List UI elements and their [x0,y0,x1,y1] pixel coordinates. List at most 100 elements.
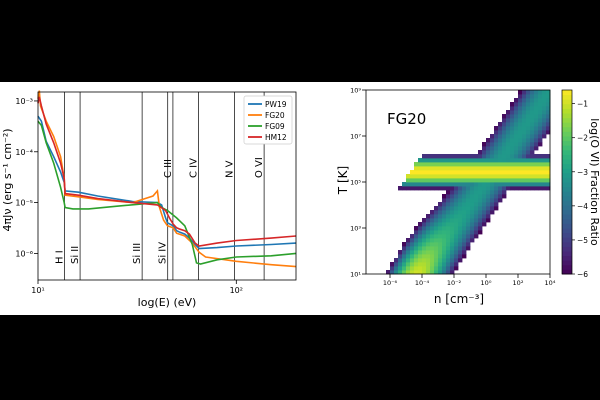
heatmap-cell [458,246,463,251]
heatmap-cell [482,166,487,171]
heatmap-cell [418,270,423,275]
heatmap-cell [490,202,495,207]
heatmap-cell [446,166,451,171]
heatmap-cell [518,110,523,115]
heatmap-cell [510,126,515,131]
heatmap-cell [470,210,475,215]
heatmap-cell [530,110,535,115]
heatmap-cell [522,138,527,143]
heatmap-cell [530,90,535,95]
heatmap-cell [530,142,535,147]
heatmap-cell [546,122,551,127]
y-tick-label: 10⁹ [350,87,361,95]
heatmap-cell [442,170,447,175]
heatmap-cell [418,238,423,243]
heatmap-cell [454,206,459,211]
heatmap-cell [402,246,407,251]
heatmap-cell [418,230,423,235]
heatmap-cell [486,210,491,215]
heatmap-cell [510,134,515,139]
colorbar-segment [562,228,572,234]
heatmap-cell [422,158,427,163]
heatmap-cell [398,254,403,259]
heatmap-cell [474,154,479,159]
heatmap-cell [466,158,471,163]
heatmap-cell [414,174,419,179]
heatmap-cell [450,194,455,199]
heatmap-cell [470,186,475,191]
x-tick-label: 10⁻⁶ [383,279,398,287]
heatmap-cell [458,186,463,191]
heatmap-cell [530,182,535,187]
heatmap-cell [546,166,551,171]
heatmap-cell [490,210,495,215]
colorbar-segment [562,269,572,275]
heatmap-cell [494,186,499,191]
heatmap-cell [406,266,411,271]
heatmap-cell [478,190,483,195]
heatmap-cell [414,258,419,263]
heatmap-cell [502,134,507,139]
heatmap-cell [442,262,447,267]
colorbar-segment [562,264,572,270]
heatmap-cell [442,270,447,275]
heatmap-cell [466,182,471,187]
heatmap-cell [458,154,463,159]
heatmap-cell [530,106,535,111]
heatmap-cell [426,258,431,263]
heatmap-cell [526,98,531,103]
heatmap-cell [422,170,427,175]
heatmap-cell [534,118,539,123]
heatmap-cell [510,162,515,167]
heatmap-cell [434,186,439,191]
heatmap-cell [454,198,459,203]
heatmap-cell [402,262,407,267]
heatmap-cell [438,262,443,267]
heatmap-cell [482,170,487,175]
heatmap-cell [506,170,511,175]
heatmap-cell [530,166,535,171]
heatmap-cell [506,182,511,187]
heatmap-cell [530,146,535,151]
sed-legend: PW19 FG20 FG09 HM12 [243,95,293,145]
heatmap-cell [546,170,551,175]
heatmap-cell [538,98,543,103]
heatmap-cell [450,206,455,211]
heatmap-cell [418,234,423,239]
heatmap-cell [458,226,463,231]
heatmap-cell [418,174,423,179]
heatmap-cell [450,242,455,247]
heatmap-cell [478,194,483,199]
heatmap-cell [422,238,427,243]
heatmap-cell [514,106,519,111]
colorbar-segment [562,108,572,114]
heatmap-cell [442,222,447,227]
heatmap-cell [486,218,491,223]
heatmap-cell [470,214,475,219]
heatmap-cell [514,126,519,131]
heatmap-cell [506,122,511,127]
heatmap-cell [406,246,411,251]
heatmap-cell [534,154,539,159]
heatmap-cell [414,166,419,171]
heatmap-cell [510,130,515,135]
heatmap-cell [546,182,551,187]
heatmap-cell [466,234,471,239]
heatmap-cell [522,114,527,119]
heatmap-cell [470,238,475,243]
heatmap-cell [474,218,479,223]
heatmap-cell [450,178,455,183]
colorbar-segment [562,186,572,192]
ion-edge-label: Si II [70,246,81,264]
heatmap-cell [426,270,431,275]
heatmap-plot-area: 10⁻⁶ 10⁻⁴ 10⁻² 10⁰ 10² 10⁴ 10¹ 10³ 10⁵ 10⁷ 10⁹ [350,87,556,288]
heatmap-cell [502,150,507,155]
heatmap-cell [474,162,479,167]
heatmap-cell [490,134,495,139]
heatmap-cell [422,162,427,167]
heatmap-cell [430,234,435,239]
heatmap-cell [442,234,447,239]
heatmap-cell [502,130,507,135]
heatmap-cell [458,178,463,183]
heatmap-cell [430,226,435,231]
